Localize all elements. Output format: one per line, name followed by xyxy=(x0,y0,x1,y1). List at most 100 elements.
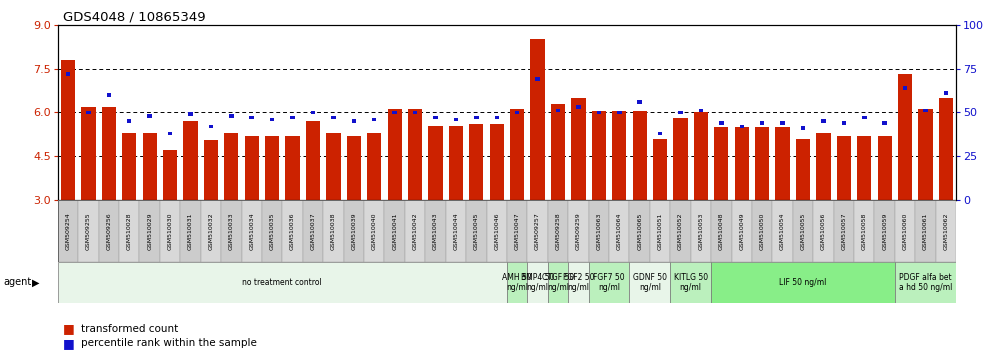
Bar xyxy=(735,127,749,200)
Bar xyxy=(568,262,589,303)
Text: GSM510065: GSM510065 xyxy=(637,212,642,250)
Text: GSM510043: GSM510043 xyxy=(433,212,438,250)
Bar xyxy=(446,200,466,262)
Bar xyxy=(147,114,152,118)
Bar xyxy=(670,262,711,303)
Bar xyxy=(286,136,300,200)
Bar xyxy=(936,200,956,262)
Bar xyxy=(204,140,218,200)
Bar xyxy=(384,200,404,262)
Bar xyxy=(673,118,687,200)
Text: GSM510031: GSM510031 xyxy=(188,212,193,250)
Bar xyxy=(801,126,806,130)
Bar xyxy=(107,93,112,97)
Bar xyxy=(854,200,874,262)
Bar xyxy=(408,109,422,200)
Text: GSM510042: GSM510042 xyxy=(412,212,417,250)
Text: GSM510038: GSM510038 xyxy=(331,212,336,250)
Text: ■: ■ xyxy=(63,322,75,335)
Bar xyxy=(731,200,752,262)
Bar xyxy=(568,200,589,262)
Bar xyxy=(183,121,197,200)
Bar xyxy=(221,200,242,262)
Text: AMH 50
ng/ml: AMH 50 ng/ml xyxy=(502,273,532,292)
Text: no treatment control: no treatment control xyxy=(242,278,323,287)
Bar xyxy=(528,200,548,262)
Bar xyxy=(719,121,724,125)
Text: GSM510045: GSM510045 xyxy=(474,212,479,250)
Bar xyxy=(874,200,894,262)
Bar xyxy=(180,200,200,262)
Bar xyxy=(265,136,279,200)
Bar xyxy=(548,262,568,303)
Bar xyxy=(760,121,765,125)
Bar xyxy=(821,119,826,123)
Bar xyxy=(817,133,831,200)
Text: GSM510055: GSM510055 xyxy=(801,212,806,250)
Bar xyxy=(858,136,872,200)
Bar xyxy=(597,111,602,114)
Text: GSM510039: GSM510039 xyxy=(352,212,357,250)
Bar xyxy=(249,116,254,119)
Text: FGF2 50
ng/ml: FGF2 50 ng/ml xyxy=(563,273,595,292)
Bar xyxy=(306,121,320,200)
Bar xyxy=(556,109,561,113)
Bar xyxy=(882,121,887,125)
Bar xyxy=(894,262,956,303)
Bar xyxy=(780,121,785,125)
Text: GSM510053: GSM510053 xyxy=(698,212,703,250)
Bar xyxy=(670,200,691,262)
Bar xyxy=(515,111,520,114)
Bar xyxy=(344,200,365,262)
Text: GSM510041: GSM510041 xyxy=(392,212,397,250)
Text: GSM509256: GSM509256 xyxy=(107,212,112,250)
Bar xyxy=(486,200,507,262)
Text: GSM509255: GSM509255 xyxy=(86,212,91,250)
Bar xyxy=(303,200,323,262)
Bar xyxy=(923,109,928,113)
Bar xyxy=(82,107,96,200)
Bar xyxy=(813,200,834,262)
Bar xyxy=(331,116,336,119)
Bar xyxy=(242,200,262,262)
Text: GSM510058: GSM510058 xyxy=(862,212,867,250)
Bar xyxy=(433,116,438,119)
Bar xyxy=(66,72,71,76)
Bar xyxy=(592,111,606,200)
Bar xyxy=(167,132,172,135)
Bar xyxy=(126,119,131,123)
Text: KITLG 50
ng/ml: KITLG 50 ng/ml xyxy=(673,273,708,292)
Bar xyxy=(837,136,851,200)
Bar xyxy=(466,200,486,262)
Text: GSM510064: GSM510064 xyxy=(617,212,622,250)
Bar xyxy=(698,109,703,113)
Bar xyxy=(365,200,384,262)
Bar xyxy=(714,127,728,200)
Text: GSM510034: GSM510034 xyxy=(249,212,254,250)
Text: GDS4048 / 10865349: GDS4048 / 10865349 xyxy=(63,11,205,24)
Bar xyxy=(711,262,895,303)
Text: BMP4 50
ng/ml: BMP4 50 ng/ml xyxy=(521,273,555,292)
Bar xyxy=(691,200,711,262)
Bar xyxy=(842,121,847,125)
Text: GDNF 50
ng/ml: GDNF 50 ng/ml xyxy=(632,273,667,292)
Bar xyxy=(613,111,626,200)
Bar xyxy=(311,111,316,114)
Bar xyxy=(657,132,662,135)
Text: GSM510030: GSM510030 xyxy=(167,212,172,250)
Text: GSM510029: GSM510029 xyxy=(147,212,152,250)
Bar xyxy=(834,200,854,262)
Bar xyxy=(159,200,180,262)
Text: GSM510046: GSM510046 xyxy=(494,212,499,250)
Text: percentile rank within the sample: percentile rank within the sample xyxy=(81,338,257,348)
Text: GSM510062: GSM510062 xyxy=(943,212,948,250)
Bar xyxy=(629,262,670,303)
Bar xyxy=(78,200,99,262)
Bar xyxy=(862,116,867,119)
Bar xyxy=(796,139,810,200)
Bar xyxy=(270,118,275,121)
Text: GSM510052: GSM510052 xyxy=(678,212,683,250)
Bar xyxy=(392,111,397,114)
Bar xyxy=(262,200,283,262)
Text: GSM510032: GSM510032 xyxy=(208,212,213,250)
